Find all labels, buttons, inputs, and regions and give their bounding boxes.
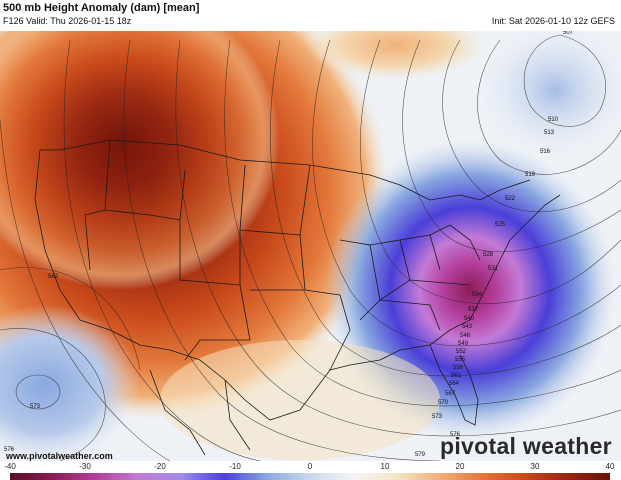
northeast-low-anomaly bbox=[480, 31, 621, 155]
contour-label: 537 bbox=[468, 307, 479, 313]
contour-label: 531 bbox=[488, 266, 499, 272]
contour-label: 549 bbox=[458, 341, 469, 347]
contour-label: 552 bbox=[456, 349, 467, 355]
contour-label: 510 bbox=[548, 117, 559, 123]
contour-label: 540 bbox=[464, 316, 475, 322]
contour-label: 561 bbox=[451, 373, 462, 379]
contour-567 bbox=[63, 39, 261, 461]
pacific-low-anomaly bbox=[0, 305, 140, 461]
contour-label: 519 bbox=[525, 172, 536, 178]
contour-label: 570 bbox=[438, 400, 449, 406]
contour-label: 546 bbox=[460, 333, 471, 339]
colorbar: -40 -30 -20 -10 0 10 20 30 40 bbox=[0, 461, 621, 480]
anomaly-map: 507 510 513 516 519 522 525 528 531 534 … bbox=[0, 31, 621, 461]
colorbar-tick: 30 bbox=[530, 462, 540, 471]
website-url: www.pivotalweather.com bbox=[6, 451, 113, 461]
contour-519 bbox=[442, 39, 621, 212]
contour-label: 528 bbox=[483, 252, 494, 258]
florida-outline bbox=[429, 344, 479, 426]
contour-label: 582 bbox=[48, 274, 59, 280]
contour-label: 573 bbox=[30, 404, 41, 410]
contour-label: 507 bbox=[563, 31, 574, 36]
contour-label: 558 bbox=[453, 365, 464, 371]
ridge-core bbox=[0, 31, 280, 290]
contour-579 bbox=[0, 267, 141, 371]
contour-label: 555 bbox=[455, 357, 466, 363]
contour-525 bbox=[402, 39, 621, 253]
contour-label: 573 bbox=[432, 414, 443, 420]
state-lines bbox=[84, 139, 481, 371]
contour-549 bbox=[224, 39, 621, 407]
contour-label: 576 bbox=[450, 432, 461, 438]
mexico-outline bbox=[149, 369, 251, 456]
colorbar-tick: -10 bbox=[229, 462, 241, 471]
boundaries bbox=[34, 139, 561, 456]
contour-label: 579 bbox=[415, 452, 426, 458]
contour-543 bbox=[270, 39, 621, 377]
colorbar-tick: 20 bbox=[455, 462, 465, 471]
contour-573-closed bbox=[15, 374, 61, 410]
contour-507 bbox=[523, 34, 606, 127]
contour-label: 534 bbox=[472, 292, 483, 298]
anomaly-shading bbox=[0, 31, 621, 461]
contour-537 bbox=[312, 39, 621, 347]
contour-555 bbox=[175, 39, 621, 437]
contour-label: 525 bbox=[495, 222, 506, 228]
contour-573 bbox=[0, 119, 171, 461]
contour-513 bbox=[477, 39, 621, 175]
colorbar-tick: 40 bbox=[605, 462, 615, 471]
map-title: 500 mb Height Anomaly (dam) [mean] bbox=[3, 2, 200, 14]
colorbar-tick: 10 bbox=[380, 462, 390, 471]
map-canvas: 507 510 513 516 519 522 525 528 531 534 … bbox=[0, 31, 621, 461]
contour-561 bbox=[123, 39, 441, 461]
contour-label: 513 bbox=[544, 130, 555, 136]
contour-label: 543 bbox=[462, 324, 473, 330]
contour-label: 522 bbox=[505, 196, 516, 202]
init-time: Init: Sat 2026-01-10 12z GEFS bbox=[491, 16, 615, 26]
colorbar-tick: -20 bbox=[154, 462, 166, 471]
brand-watermark: pivotal weather bbox=[440, 433, 612, 459]
contour-label: 564 bbox=[449, 381, 460, 387]
valid-time: F126 Valid: Thu 2026-01-15 18z bbox=[3, 16, 132, 26]
chart-header: 500 mb Height Anomaly (dam) [mean] F126 … bbox=[0, 0, 621, 31]
height-contours bbox=[0, 34, 621, 461]
colorbar-tick: 0 bbox=[307, 462, 313, 471]
contour-label: 576 bbox=[4, 447, 15, 453]
colorbar-tick: -40 bbox=[4, 462, 16, 471]
contour-label: 516 bbox=[540, 149, 551, 155]
atlantic-ridge-anomaly bbox=[305, 31, 485, 80]
contour-531 bbox=[360, 39, 621, 304]
colorbar-ramp bbox=[10, 473, 610, 480]
contour-label: 567 bbox=[445, 391, 456, 397]
contour-labels: 507 510 513 516 519 522 525 528 531 534 … bbox=[4, 31, 574, 458]
gulf-warm-anomaly bbox=[160, 340, 440, 460]
colorbar-tick: -30 bbox=[79, 462, 91, 471]
canada-border bbox=[40, 139, 531, 201]
